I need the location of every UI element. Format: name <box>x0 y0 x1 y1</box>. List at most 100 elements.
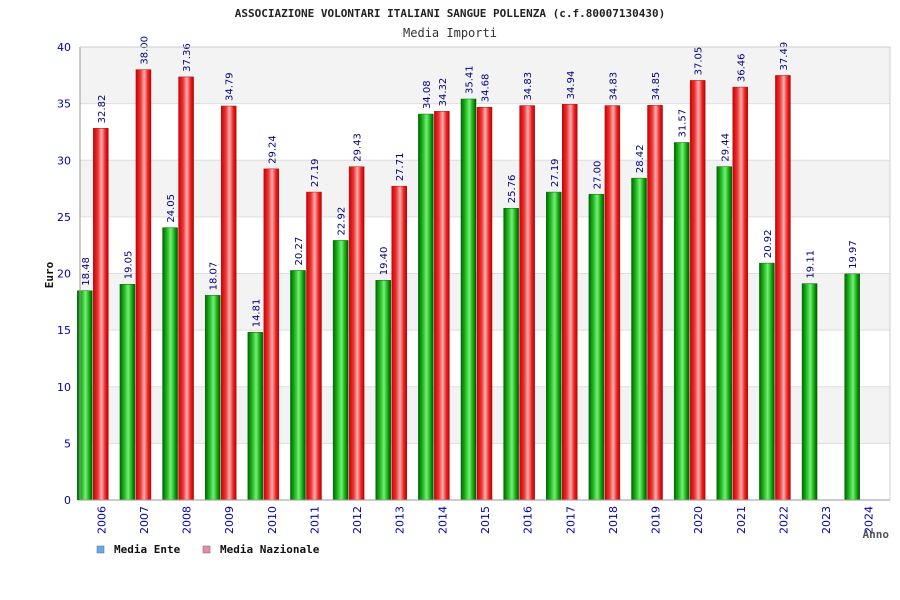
y-tick-labels: 0 5 10 15 20 25 30 35 40 <box>57 41 71 507</box>
bar-media-ente <box>332 240 349 501</box>
value-label: 32.82 <box>97 95 108 124</box>
bar-media-ente <box>119 284 136 501</box>
bar-media-nazionale <box>391 185 407 501</box>
legend-swatch-media-ente <box>96 545 105 554</box>
value-label: 27.19 <box>550 158 561 187</box>
x-tick-label: 2017 <box>564 506 577 534</box>
x-tick-label: 2011 <box>308 506 321 534</box>
bar-media-ente <box>588 193 605 501</box>
bar-media-ente <box>418 113 434 501</box>
value-label: 34.79 <box>225 72 236 101</box>
y-tick-label: 10 <box>57 381 71 394</box>
y-tick-label: 5 <box>64 437 71 450</box>
chart-title: ASSOCIAZIONE VOLONTARI ITALIANI SANGUE P… <box>235 7 665 20</box>
x-tick-label: 2018 <box>607 506 620 534</box>
bar-media-ente <box>162 227 178 501</box>
x-tick-label: 2015 <box>479 506 492 534</box>
plot-band <box>80 47 890 104</box>
bar-media-ente <box>247 332 264 501</box>
bar-media-nazionale <box>220 105 237 501</box>
bar-media-ente <box>631 177 647 501</box>
value-label: 34.32 <box>438 78 449 107</box>
x-tick-label: 2016 <box>522 506 535 534</box>
value-label: 36.46 <box>736 53 747 82</box>
bar-media-nazionale <box>647 105 663 501</box>
x-tick-label: 2019 <box>650 506 663 534</box>
bar-media-ente <box>204 295 221 501</box>
bar-media-ente <box>844 273 860 501</box>
bar-media-nazionale <box>604 105 621 501</box>
value-label: 34.68 <box>481 74 492 103</box>
value-label: 19.05 <box>123 251 134 280</box>
bar-media-ente <box>673 142 690 501</box>
bar-media-nazionale <box>689 80 706 501</box>
value-label: 37.49 <box>779 42 790 71</box>
value-label: 34.83 <box>608 72 619 101</box>
bar-media-nazionale <box>434 111 450 501</box>
x-tick-label: 2008 <box>181 506 194 534</box>
y-tick-label: 40 <box>57 41 71 54</box>
bar-media-nazionale <box>476 106 493 501</box>
value-label: 14.81 <box>251 299 262 328</box>
value-label: 27.71 <box>395 153 406 182</box>
x-tick-label: 2022 <box>777 506 790 534</box>
legend: Media Ente Media Nazionale <box>96 543 320 556</box>
value-label: 22.92 <box>337 207 348 236</box>
value-label: 25.76 <box>507 175 518 204</box>
value-labels: 18.48 32.82 19.05 38.00 24.05 37.36 18.07 34.79… <box>81 36 859 327</box>
y-tick-label: 25 <box>57 211 71 224</box>
value-label: 34.85 <box>651 72 662 101</box>
value-label: 19.97 <box>848 240 859 269</box>
value-label: 31.57 <box>678 109 689 138</box>
y-tick-label: 30 <box>57 154 71 167</box>
value-label: 20.27 <box>294 237 305 266</box>
bar-media-nazionale <box>562 104 578 501</box>
x-tick-label: 2014 <box>436 506 449 534</box>
value-label: 29.44 <box>720 133 731 162</box>
x-tick-label: 2010 <box>266 506 279 534</box>
value-label: 37.05 <box>694 47 705 76</box>
value-label: 35.41 <box>465 65 476 94</box>
bar-media-ente <box>503 208 519 501</box>
value-label: 34.94 <box>566 71 577 100</box>
value-label: 27.00 <box>592 161 603 190</box>
x-tick-labels: 2006 2007 2008 2009 2010 2011 2012 2013 2014 2015… <box>95 506 875 534</box>
y-tick-label: 0 <box>64 494 71 507</box>
bar-media-ente <box>290 270 306 501</box>
value-label: 38.00 <box>139 36 150 65</box>
bar-media-ente <box>716 166 733 501</box>
value-label: 27.19 <box>310 158 321 187</box>
y-tick-label: 15 <box>57 324 71 337</box>
value-label: 24.05 <box>166 194 177 223</box>
value-label: 29.24 <box>267 135 278 164</box>
x-tick-label: 2013 <box>394 506 407 534</box>
bar-media-ente <box>801 283 818 501</box>
axes <box>79 46 891 501</box>
bar-media-ente <box>375 280 391 501</box>
chart-subtitle: Media Importi <box>403 26 497 40</box>
x-axis-label: Anno <box>863 528 890 541</box>
value-label: 19.40 <box>379 247 390 276</box>
bar-media-nazionale <box>775 75 791 501</box>
x-tick-label: 2020 <box>692 506 705 534</box>
value-label: 29.43 <box>353 133 364 162</box>
bar-media-nazionale <box>348 166 365 501</box>
bar-media-nazionale <box>135 69 152 501</box>
value-label: 34.08 <box>422 80 433 109</box>
value-label: 18.07 <box>209 262 220 291</box>
value-label: 20.92 <box>763 229 774 258</box>
bar-media-nazionale <box>732 86 749 501</box>
x-tick-label: 2012 <box>351 506 364 534</box>
legend-swatch-media-nazionale <box>202 545 211 554</box>
bar-media-nazionale <box>263 168 280 501</box>
bar-media-nazionale <box>306 191 322 501</box>
bar-media-ente <box>759 262 775 501</box>
bar-media-ente <box>546 191 562 501</box>
x-tick-label: 2009 <box>223 506 236 534</box>
y-tick-label: 35 <box>57 98 71 111</box>
x-tick-label: 2023 <box>820 506 833 534</box>
value-label: 18.48 <box>81 257 92 286</box>
bar-media-nazionale <box>519 105 535 501</box>
x-tick-label: 2021 <box>735 506 748 534</box>
